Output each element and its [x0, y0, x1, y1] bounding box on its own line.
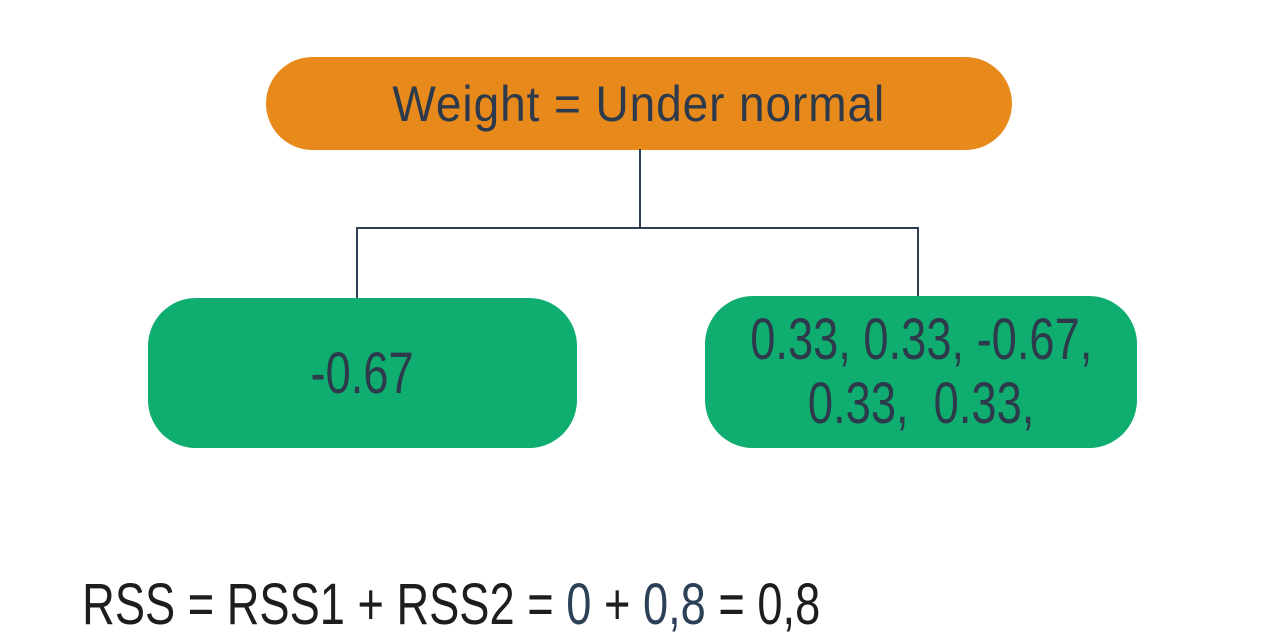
formula-segment-result: = 0,8: [705, 572, 821, 637]
right-leaf-node: 0.33, 0.33, -0.67, 0.33, 0.33,: [705, 296, 1137, 448]
root-node: Weight = Under normal: [266, 57, 1012, 150]
left-leaf-node: -0.67: [148, 298, 577, 448]
right-leaf-label-line1: 0.33, 0.33, -0.67,: [749, 307, 1093, 372]
connector-right-drop-line: [917, 227, 919, 297]
formula-segment-plus: +: [591, 572, 643, 637]
root-node-label: Weight = Under normal: [392, 75, 886, 132]
formula-segment-rss1-value: 0: [566, 572, 592, 637]
formula-segment-rss2-value: 0,8: [642, 572, 706, 637]
rss-formula: RSS = RSS1 + RSS2 = 0 + 0,8 = 0,8: [57, 506, 820, 638]
formula-segment-lhs: RSS = RSS1 + RSS2 =: [82, 572, 567, 637]
connector-stem-line: [639, 149, 641, 228]
connector-left-drop-line: [356, 227, 358, 299]
left-leaf-label: -0.67: [310, 340, 415, 406]
connector-crossbar-line: [356, 227, 919, 229]
right-leaf-label-line2: 0.33, 0.33,: [807, 371, 1035, 436]
